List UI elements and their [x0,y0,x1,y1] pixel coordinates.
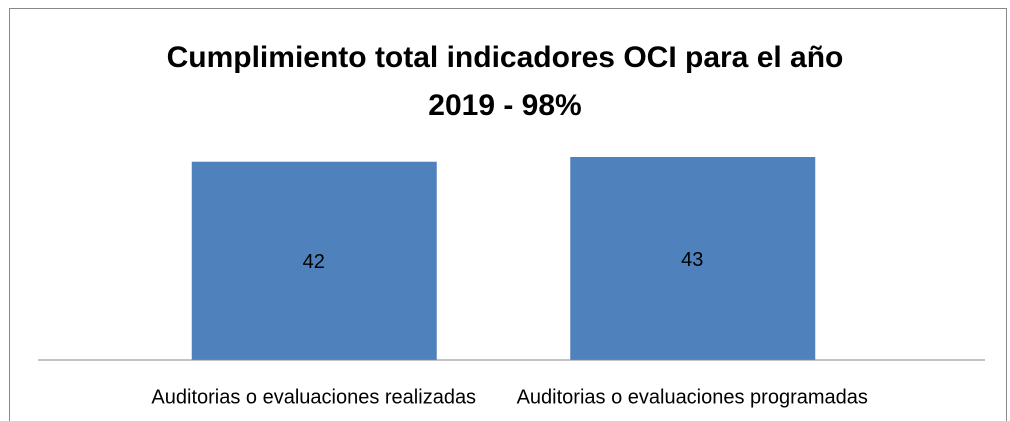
chart-title: Cumplimiento total indicadores OCI para … [166,41,844,122]
x-tick-label: Auditorias o evaluaciones realizadas [151,386,476,408]
bar [191,161,437,360]
data-label: 42 [303,251,325,273]
bar [570,157,816,360]
data-label: 43 [681,249,703,271]
x-tick-label: Auditorias o evaluaciones programadas [517,386,868,408]
chart-frame [9,8,1007,421]
